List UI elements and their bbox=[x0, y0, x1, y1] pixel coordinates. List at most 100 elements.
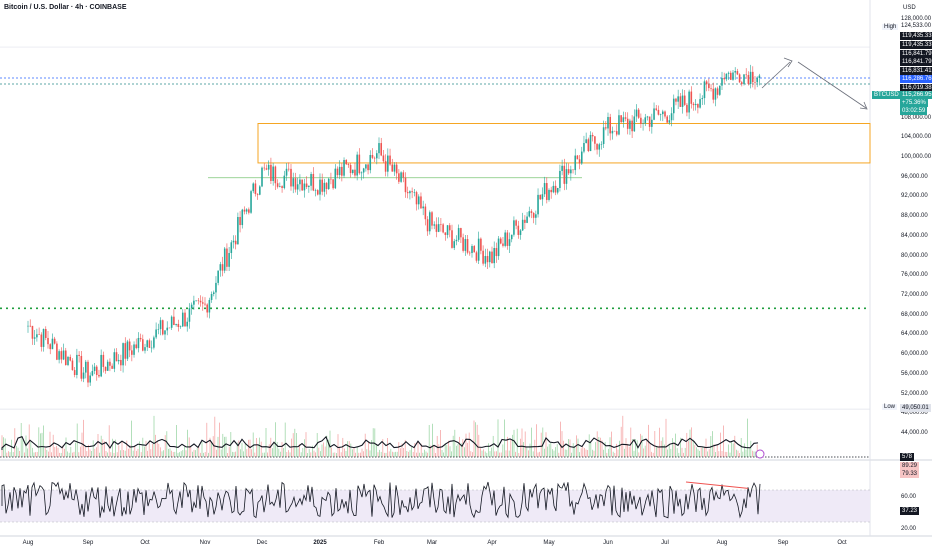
time-tick-label: May bbox=[543, 540, 555, 546]
price-value-tag: 03:02:59 bbox=[900, 107, 928, 115]
candle-body bbox=[270, 164, 272, 181]
candle-body bbox=[316, 190, 319, 195]
high-label: High bbox=[882, 24, 899, 30]
candle-body bbox=[144, 347, 146, 351]
candle-body bbox=[508, 239, 511, 246]
candle-body bbox=[274, 166, 277, 184]
candle-body bbox=[177, 323, 180, 328]
candle-body bbox=[124, 343, 127, 359]
candle-body bbox=[431, 212, 433, 226]
candle-body bbox=[67, 356, 69, 366]
candle-body bbox=[578, 159, 581, 164]
candle-body bbox=[120, 359, 122, 366]
candle-body bbox=[629, 120, 631, 129]
projection-arrow-head-up bbox=[783, 57, 793, 68]
candle-body bbox=[491, 251, 493, 264]
candle-body bbox=[694, 104, 697, 106]
price-value-tag: 116,841.79 bbox=[900, 50, 932, 58]
candle-body bbox=[657, 109, 660, 115]
candle-body bbox=[294, 178, 297, 190]
currency-label: USD bbox=[903, 5, 916, 11]
candle-body bbox=[219, 264, 222, 271]
candle-body bbox=[428, 212, 431, 232]
candle-body bbox=[662, 111, 664, 115]
time-tick-label: Mar bbox=[426, 540, 438, 546]
candle-body bbox=[166, 327, 169, 331]
candle-body bbox=[596, 143, 598, 150]
candle-body bbox=[710, 88, 712, 89]
candle-body bbox=[319, 179, 321, 195]
time-tick-label: Nov bbox=[199, 540, 211, 546]
candle-body bbox=[89, 375, 91, 383]
candle-body bbox=[308, 185, 310, 188]
candle-body bbox=[499, 238, 502, 244]
candle-body bbox=[173, 316, 175, 325]
candle-body bbox=[565, 169, 568, 184]
candle-body bbox=[550, 189, 552, 193]
candle-body bbox=[640, 117, 642, 124]
candle-body bbox=[155, 329, 157, 338]
candle-body bbox=[532, 212, 535, 218]
candle-body bbox=[426, 219, 429, 232]
candle-body bbox=[672, 98, 675, 114]
candle-body bbox=[705, 81, 708, 85]
price-tick-label: 64,000.00 bbox=[901, 331, 928, 338]
candle-body bbox=[373, 157, 376, 159]
candle-body bbox=[504, 232, 506, 246]
candle-body bbox=[230, 242, 233, 254]
candle-body bbox=[609, 116, 611, 134]
candle-body bbox=[285, 168, 288, 176]
candle-body bbox=[708, 84, 710, 89]
candle-body bbox=[290, 168, 292, 187]
rsi-tick-label: 20.00 bbox=[901, 526, 917, 532]
candle-body bbox=[142, 339, 144, 351]
candle-body bbox=[44, 329, 47, 338]
candle-body bbox=[756, 78, 758, 83]
candle-body bbox=[613, 130, 616, 132]
candle-body bbox=[351, 169, 354, 174]
candle-body bbox=[265, 168, 268, 170]
time-tick-label: Dec bbox=[256, 540, 268, 546]
candle-body bbox=[716, 88, 719, 95]
candle-body bbox=[104, 366, 107, 371]
time-tick-label: Jul bbox=[661, 540, 669, 546]
candle-body bbox=[168, 327, 171, 329]
chart-title: Bitcoin / U.S. Dollar · 4h · COINBASE bbox=[4, 4, 127, 11]
candle-body bbox=[559, 170, 561, 188]
candle-body bbox=[605, 127, 607, 129]
candle-body bbox=[714, 88, 717, 100]
candle-body bbox=[215, 282, 217, 293]
candle-body bbox=[256, 193, 259, 195]
candle-body bbox=[241, 209, 244, 226]
candle-body bbox=[100, 354, 102, 377]
candle-body bbox=[624, 117, 627, 119]
candle-body bbox=[493, 248, 495, 264]
candle-body bbox=[664, 111, 666, 117]
candle-body bbox=[362, 168, 365, 173]
candle-body bbox=[749, 71, 752, 84]
candle-body bbox=[87, 361, 89, 383]
candle-body bbox=[248, 209, 250, 213]
candle-body bbox=[281, 186, 283, 189]
candle-body bbox=[148, 340, 151, 348]
candle-body bbox=[535, 214, 537, 218]
candle-body bbox=[395, 164, 398, 174]
resistance-zone bbox=[257, 123, 871, 164]
candle-body bbox=[387, 155, 389, 172]
time-tick-label: Jun bbox=[603, 540, 613, 546]
candle-body bbox=[471, 246, 473, 254]
price-tick-label: 100,000.00 bbox=[901, 154, 932, 160]
candle-body bbox=[701, 98, 704, 100]
candle-body bbox=[40, 334, 43, 347]
price-value-tag: 119,435.33 bbox=[900, 41, 932, 49]
candle-body bbox=[651, 119, 653, 127]
candle-body bbox=[572, 169, 574, 171]
candle-body bbox=[747, 75, 750, 84]
time-tick-label: Sep bbox=[777, 540, 789, 546]
rsi-divergence-line bbox=[685, 481, 749, 489]
candle-body bbox=[655, 108, 658, 110]
candle-body bbox=[201, 302, 204, 304]
candle-body bbox=[440, 224, 442, 225]
